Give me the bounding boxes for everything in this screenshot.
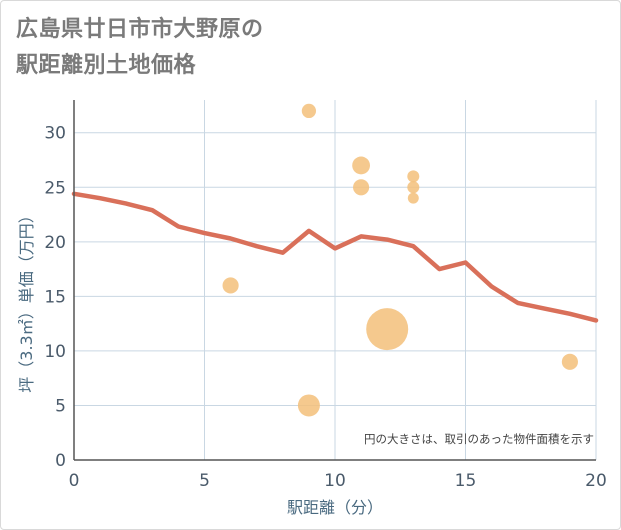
size-note: 円の大きさは、取引のあった物件面積を示す [364, 432, 594, 446]
x-tick-label: 10 [324, 471, 346, 491]
x-axis-label: 駅距離（分） [287, 498, 383, 517]
y-tick-label: 0 [55, 451, 66, 471]
bubble-point [297, 394, 320, 417]
y-tick-label: 25 [44, 178, 66, 198]
y-tick-label: 20 [44, 233, 66, 253]
bubble-point [366, 308, 409, 351]
tick-labels: 0 5 10 15 20 0 5 10 15 20 25 30 [44, 124, 606, 491]
bubble-point [353, 179, 370, 196]
page-title: 広島県廿日市市大野原の 駅距離別土地価格 [16, 12, 576, 84]
y-tick-label: 15 [44, 287, 66, 307]
x-tick-label: 0 [69, 471, 80, 491]
grid [74, 100, 597, 460]
x-tick-label: 15 [455, 471, 477, 491]
bubble-point [561, 353, 578, 370]
bubble-point [222, 277, 239, 294]
bubble-series [222, 103, 578, 417]
x-tick-label: 5 [199, 471, 210, 491]
title-line-2: 駅距離別土地価格 [16, 53, 197, 78]
bubble-point [352, 156, 371, 175]
title-line-1: 広島県廿日市市大野原の [16, 17, 264, 42]
axes [73, 100, 596, 461]
trend-line [71, 191, 599, 323]
y-axis-label: 坪（3.3㎡）単価（万円） [17, 207, 36, 392]
y-tick-label: 5 [55, 396, 66, 416]
bubble-point [407, 170, 420, 183]
bubble-point [301, 103, 317, 119]
y-tick-label: 30 [44, 124, 66, 144]
bubble-point [407, 181, 420, 194]
bubble-point [407, 192, 419, 204]
trend-line-series [71, 191, 599, 323]
x-tick-label: 20 [585, 471, 607, 491]
y-tick-label: 10 [44, 342, 66, 362]
